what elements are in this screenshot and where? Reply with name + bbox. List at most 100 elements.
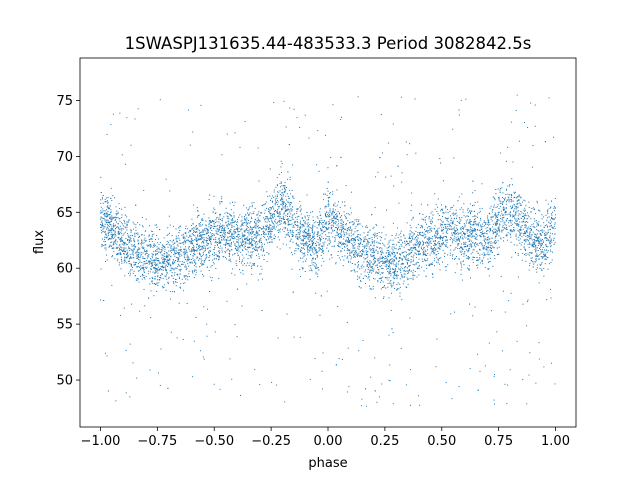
data-point — [206, 242, 208, 244]
data-point — [348, 240, 350, 242]
data-point — [122, 234, 124, 236]
data-point — [484, 266, 486, 268]
data-point — [229, 236, 231, 238]
data-point — [513, 209, 515, 211]
data-point — [534, 220, 536, 222]
data-point — [179, 248, 181, 250]
data-point — [433, 252, 435, 254]
data-point — [364, 271, 366, 273]
data-point — [525, 229, 527, 231]
data-point — [477, 235, 479, 237]
data-point — [198, 225, 200, 227]
data-point — [160, 274, 162, 276]
data-point — [392, 282, 394, 284]
data-point — [550, 246, 552, 248]
data-point — [488, 224, 490, 226]
data-point — [296, 212, 298, 214]
data-point — [285, 209, 287, 211]
data-point — [248, 242, 250, 244]
data-point — [119, 244, 121, 246]
data-point — [510, 229, 512, 231]
data-point — [398, 248, 400, 250]
data-point — [509, 185, 511, 187]
data-point — [170, 246, 172, 248]
data-point — [264, 203, 266, 205]
data-point — [393, 287, 395, 289]
data-point — [341, 219, 343, 221]
data-point — [315, 265, 317, 267]
data-point — [124, 241, 126, 243]
data-point — [488, 342, 490, 344]
data-point — [547, 229, 549, 231]
data-point — [346, 237, 348, 239]
data-point — [237, 254, 239, 256]
data-point — [346, 321, 348, 323]
data-point — [423, 248, 425, 250]
data-point — [155, 239, 156, 241]
data-point — [345, 185, 347, 187]
data-point — [494, 243, 496, 245]
data-point — [440, 246, 442, 248]
data-point — [255, 232, 257, 234]
data-point — [349, 252, 351, 254]
data-point — [487, 250, 489, 252]
data-point — [194, 269, 196, 271]
data-point — [375, 223, 377, 225]
data-point — [215, 268, 217, 270]
data-point — [210, 235, 212, 237]
data-point — [397, 282, 399, 284]
data-point — [479, 254, 481, 256]
data-point — [362, 339, 364, 341]
data-point — [436, 234, 438, 236]
data-point — [252, 262, 254, 264]
data-point — [339, 206, 341, 208]
data-point — [200, 104, 202, 106]
data-point — [199, 234, 201, 236]
data-point — [378, 262, 380, 264]
data-point — [542, 257, 544, 259]
data-point — [506, 384, 508, 386]
data-point — [201, 264, 203, 266]
data-point — [440, 225, 442, 227]
data-point — [201, 235, 203, 237]
data-point — [409, 230, 411, 232]
data-point — [470, 224, 472, 226]
data-point — [222, 229, 224, 231]
data-point — [499, 189, 501, 191]
data-point — [381, 251, 383, 253]
data-point — [146, 260, 148, 262]
data-point — [413, 238, 415, 240]
data-point — [164, 267, 166, 269]
data-point — [165, 244, 167, 246]
data-point — [264, 219, 266, 221]
data-point — [243, 247, 245, 249]
data-point — [175, 278, 177, 280]
data-point — [302, 247, 304, 249]
data-point — [489, 261, 491, 263]
data-point — [296, 216, 298, 218]
data-point — [460, 251, 462, 253]
data-point — [504, 197, 506, 199]
data-point — [400, 268, 401, 270]
data-point — [240, 229, 242, 231]
data-point — [521, 236, 523, 238]
data-point — [528, 243, 530, 245]
data-point — [218, 252, 220, 254]
data-point — [379, 243, 381, 245]
data-point — [327, 167, 329, 169]
data-point — [146, 244, 148, 246]
data-point — [114, 219, 116, 221]
data-point — [294, 253, 296, 255]
data-point — [551, 213, 553, 215]
data-point — [522, 221, 524, 223]
data-point — [524, 210, 526, 212]
data-point — [299, 227, 301, 229]
data-point — [320, 230, 322, 232]
data-point — [539, 246, 541, 248]
data-point — [372, 268, 374, 270]
data-point — [203, 358, 205, 360]
data-point — [258, 240, 260, 242]
data-point — [108, 246, 110, 248]
data-point — [335, 209, 337, 211]
data-point — [111, 256, 113, 258]
